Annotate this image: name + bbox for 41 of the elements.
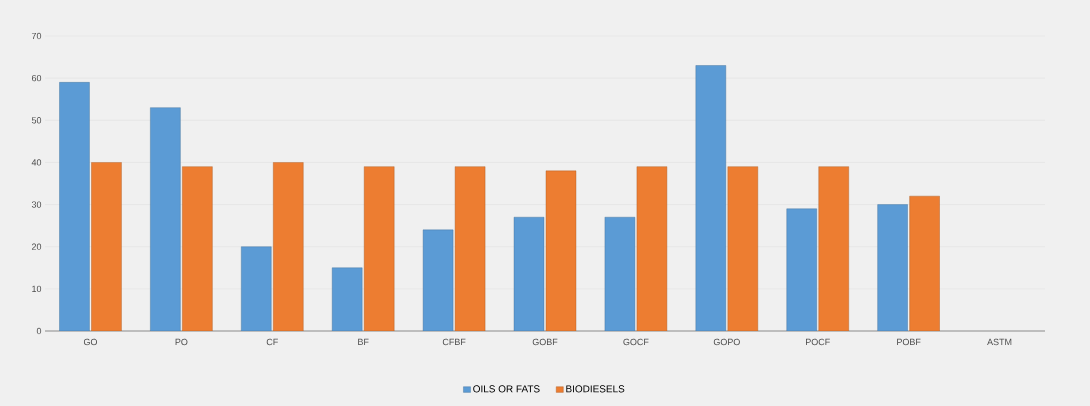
legend-label: BIODIESELS xyxy=(566,385,625,393)
x-tick-label: BF xyxy=(358,338,369,345)
y-tick-label: 70 xyxy=(31,32,42,40)
x-tick-label: POCF xyxy=(806,338,830,346)
x-tick-label: GOBF xyxy=(532,338,558,346)
bar xyxy=(422,229,454,331)
y-tick-label: 40 xyxy=(31,159,42,166)
bar xyxy=(454,166,486,331)
x-tick-label: POBF xyxy=(897,338,921,346)
legend-label: OILS OR FATS xyxy=(473,385,540,393)
bar xyxy=(604,217,636,331)
bar xyxy=(150,107,181,331)
bar xyxy=(513,217,545,331)
bar xyxy=(727,166,759,331)
bar xyxy=(331,267,363,331)
x-tick-label: CFBF xyxy=(442,338,466,346)
y-tick-label: 60 xyxy=(31,74,42,82)
bar xyxy=(59,82,90,331)
bar xyxy=(909,195,940,331)
bar xyxy=(273,162,304,331)
x-tick-label: PO xyxy=(175,338,188,346)
y-tick-label: 10 xyxy=(32,285,42,293)
bar xyxy=(241,246,272,331)
bar xyxy=(91,162,122,331)
bar xyxy=(545,170,577,331)
bar xyxy=(363,166,395,331)
x-tick-label: ASTM xyxy=(987,338,1012,346)
x-tick-label: CF xyxy=(266,338,278,346)
y-tick-label: 0 xyxy=(36,327,42,335)
bar xyxy=(877,204,908,331)
bar xyxy=(818,166,849,331)
x-tick-label: GOPO xyxy=(713,338,740,346)
bar xyxy=(182,166,213,331)
x-tick-label: GO xyxy=(83,338,97,346)
bar xyxy=(786,208,817,331)
y-tick-label: 20 xyxy=(31,243,42,250)
y-tick-label: 50 xyxy=(31,117,42,124)
bar xyxy=(695,65,727,331)
y-tick-label: 30 xyxy=(31,201,42,208)
bar xyxy=(636,166,668,331)
x-tick-label: GOCF xyxy=(623,338,649,346)
